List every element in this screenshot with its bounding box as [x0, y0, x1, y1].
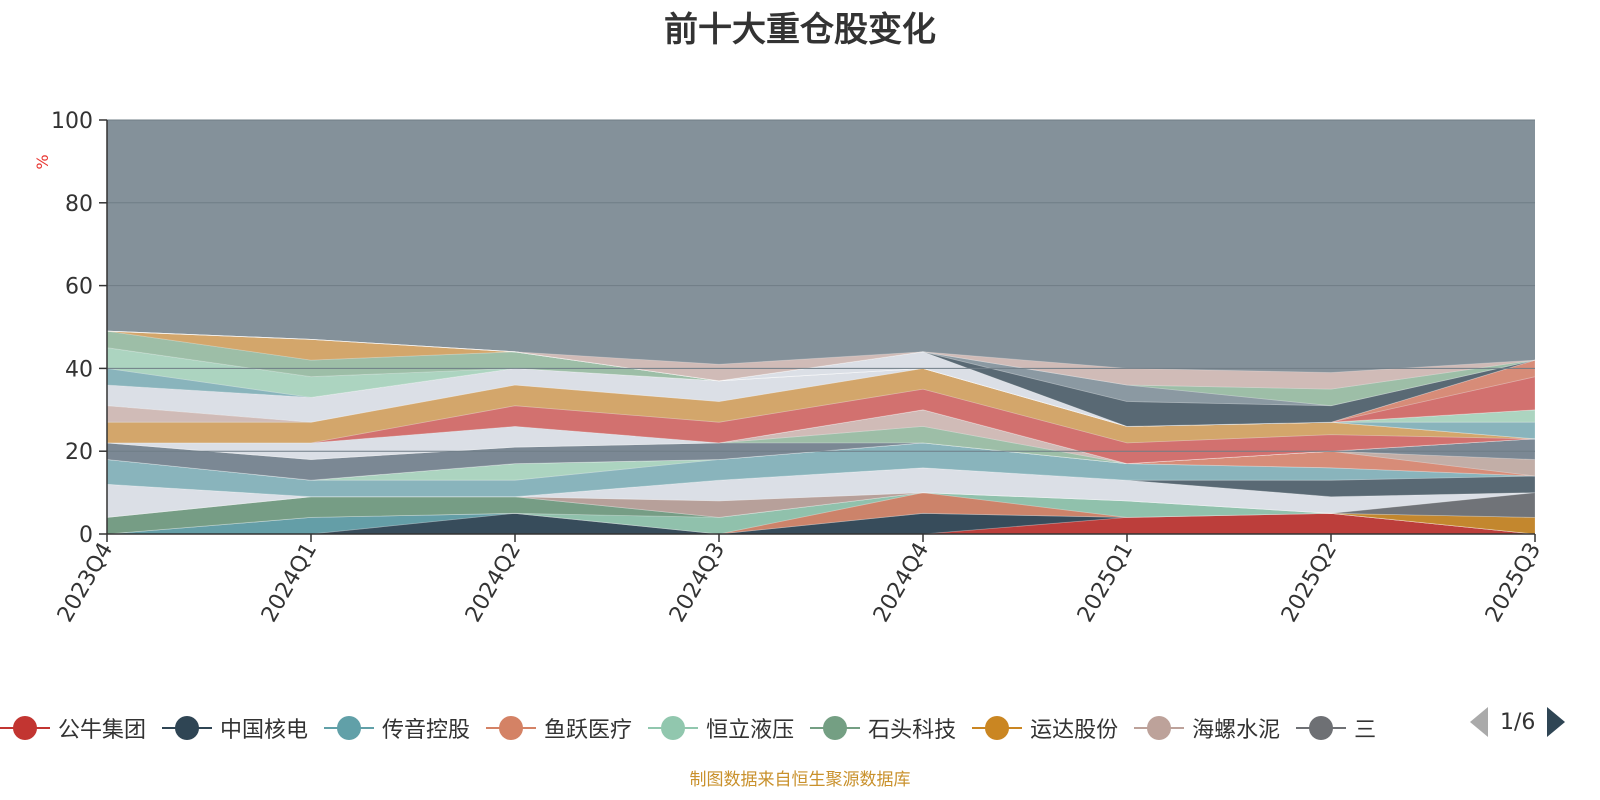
- legend-marker-icon: [486, 716, 537, 740]
- legend-marker-dot: [1309, 716, 1334, 740]
- legend-next-page-icon[interactable]: [1547, 707, 1566, 737]
- x-tick-label: 2025Q2: [1277, 539, 1342, 627]
- chart-title: 前十大重仓股变化: [664, 10, 936, 50]
- legend-item[interactable]: 传音控股: [324, 712, 470, 744]
- x-tick-label: 2024Q4: [869, 539, 934, 627]
- legend-pager: 1/6: [1470, 704, 1600, 740]
- legend-label: 恒立液压: [706, 718, 795, 743]
- chart-area: 0 20 40 60 80 100 2023Q4 2024Q1 2024Q2 2024Q3 2024…: [33, 109, 1546, 627]
- legend-marker-dot: [1147, 716, 1172, 740]
- y-tick-label: 60: [65, 275, 93, 300]
- legend-marker-dot: [337, 716, 362, 740]
- legend-label: 中国核电: [220, 718, 309, 743]
- y-tick-label: 20: [65, 440, 93, 465]
- legend-marker-dot: [499, 716, 524, 740]
- y-tick-label: 100: [51, 109, 93, 134]
- legend-marker-dot: [823, 716, 848, 740]
- x-tick-label: 2024Q3: [665, 539, 730, 627]
- legend-marker-icon: [810, 716, 861, 740]
- legend-label: 运达股份: [1030, 718, 1119, 743]
- grid-layer: [107, 119, 1535, 535]
- legend-marker-dot: [985, 716, 1010, 740]
- y-tick-label: 80: [65, 192, 93, 217]
- legend-label: 公牛集团: [58, 718, 147, 743]
- legend-item[interactable]: 三: [1296, 712, 1376, 744]
- legend-marker-icon: [1296, 716, 1347, 740]
- legend-marker-icon: [1134, 716, 1185, 740]
- legend-item[interactable]: 海螺水泥: [1134, 712, 1280, 744]
- y-axis-unit-label: %: [33, 154, 52, 169]
- data-source-note: 制图数据来自恒生聚源数据库: [689, 770, 911, 790]
- legend-marker-icon: [0, 716, 50, 740]
- x-tick-label: 2025Q1: [1073, 539, 1138, 627]
- legend-item[interactable]: 鱼跃医疗: [486, 712, 632, 744]
- legend-label: 传音控股: [382, 718, 471, 743]
- x-tick-label: 2024Q1: [257, 539, 322, 627]
- y-tick-label: 40: [65, 357, 93, 382]
- legend-marker-icon: [648, 716, 699, 740]
- legend-item[interactable]: 中国核电: [162, 712, 308, 744]
- legend-item[interactable]: 运达股份: [972, 712, 1118, 744]
- legend-marker-dot: [175, 716, 200, 740]
- series-area-35[interactable]: [106, 330, 1536, 390]
- legend-item[interactable]: 石头科技: [810, 712, 956, 744]
- legend-marker-dot: [661, 716, 686, 740]
- legend-label: 石头科技: [868, 718, 957, 743]
- legend-marker-icon: [162, 716, 213, 740]
- x-tick-label: 2025Q3: [1481, 539, 1546, 627]
- legend-prev-page-icon[interactable]: [1470, 707, 1488, 737]
- x-tick-label: 2024Q2: [461, 539, 526, 627]
- legend: 公牛集团 中国核电 传音控股 鱼跃医疗 恒立液压 石头科技 运达股份 海螺水泥 三: [0, 712, 1460, 756]
- legend-marker-icon: [324, 716, 375, 740]
- x-tick-label: 2023Q4: [53, 539, 118, 627]
- legend-label: 鱼跃医疗: [544, 718, 633, 743]
- legend-marker-icon: [972, 716, 1023, 740]
- legend-marker-dot: [13, 716, 37, 740]
- legend-item[interactable]: 公牛集团: [0, 712, 146, 744]
- legend-label: 海螺水泥: [1192, 718, 1281, 743]
- y-tick-label: 0: [79, 523, 93, 548]
- legend-label: 三: [1354, 718, 1377, 743]
- legend-item[interactable]: 恒立液压: [648, 712, 794, 744]
- legend-page-indicator: 1/6: [1500, 709, 1536, 735]
